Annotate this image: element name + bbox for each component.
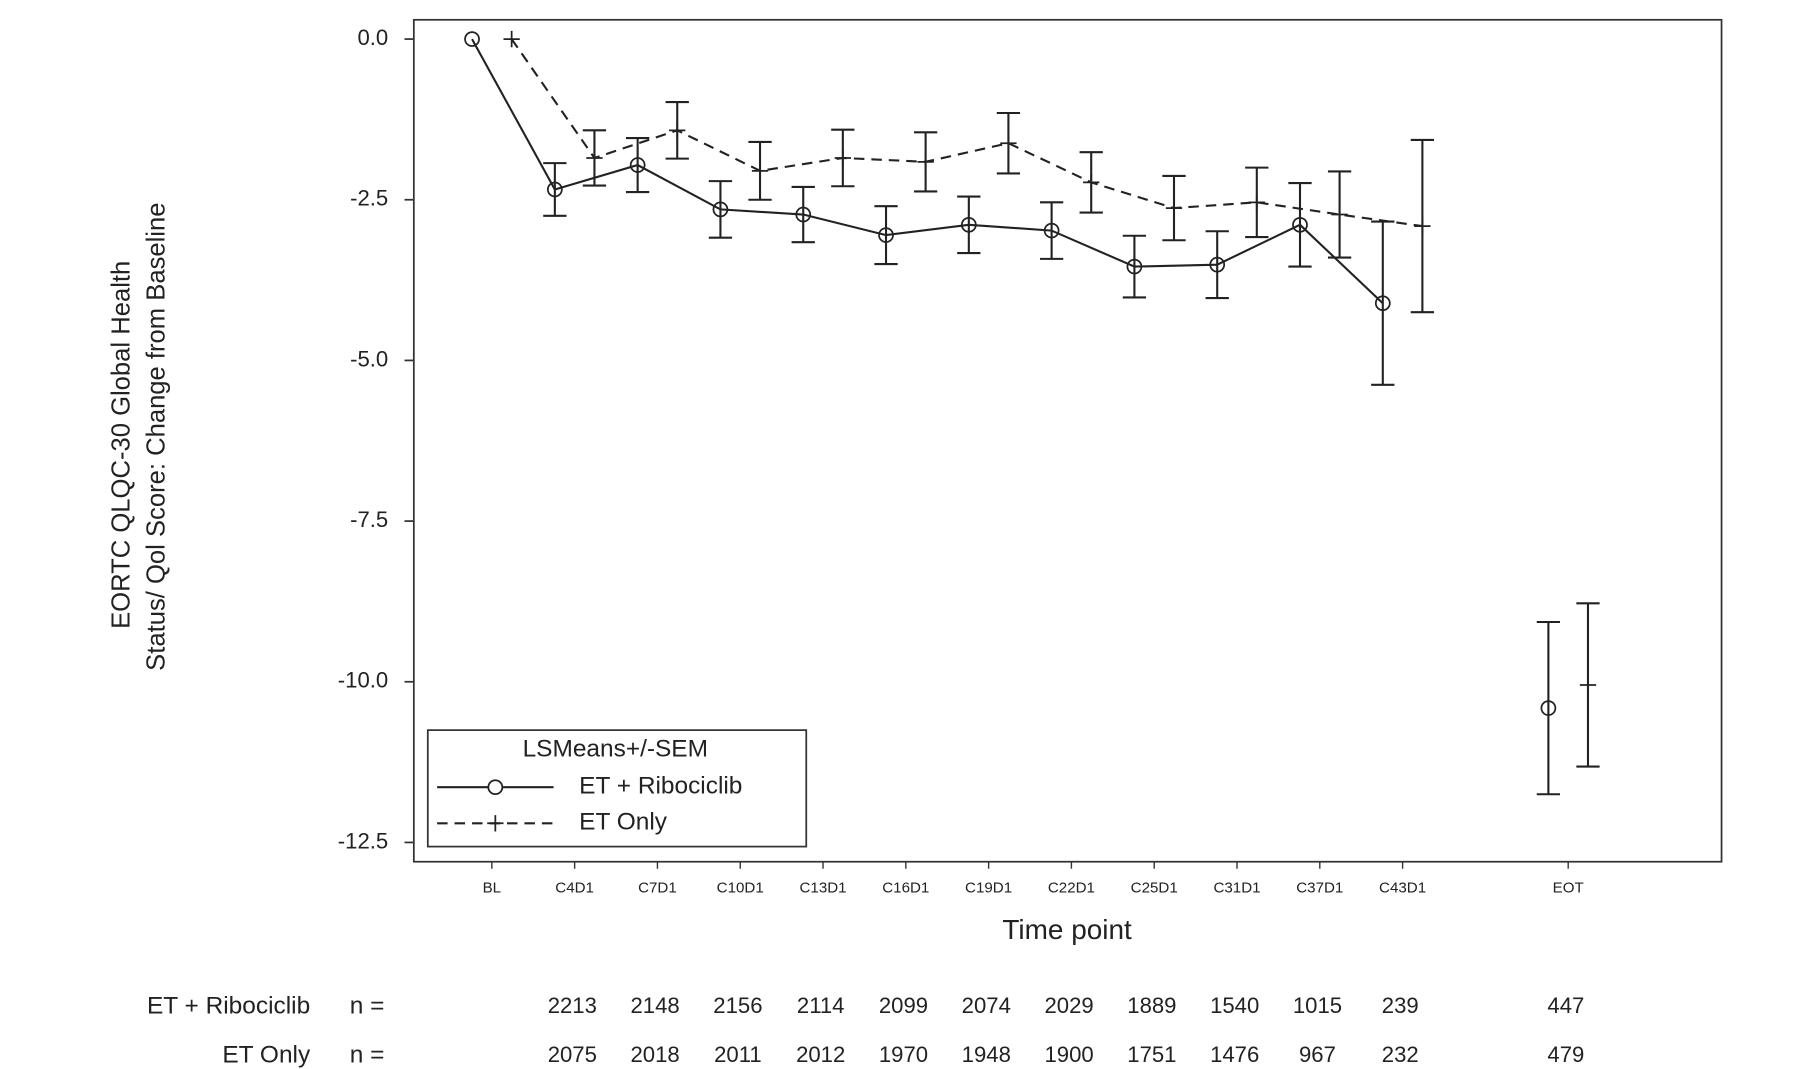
marker [878, 227, 894, 243]
n-count: 1476 [1210, 1042, 1259, 1067]
n-count: 2148 [631, 993, 680, 1018]
n-count: 1889 [1127, 993, 1176, 1018]
error-bar [874, 205, 898, 266]
marker [629, 157, 646, 173]
marker [1126, 258, 1143, 275]
legend-label: ET Only [579, 809, 668, 836]
n-count: 232 [1382, 1042, 1419, 1067]
n-count: 2213 [548, 993, 597, 1018]
n-count: 1948 [962, 1042, 1011, 1067]
marker [1374, 295, 1391, 312]
x-tick-label: C31D1 [1213, 880, 1260, 897]
marker [751, 162, 769, 179]
y-tick-label: -2.5 [350, 186, 388, 211]
marker [834, 149, 851, 167]
n-label: n = [350, 1042, 385, 1069]
x-tick-label: EOT [1553, 880, 1584, 897]
n-count: 2018 [631, 1042, 680, 1067]
error-bar [1122, 234, 1147, 299]
x-tick-label: C19D1 [965, 880, 1012, 897]
marker [586, 149, 603, 167]
y-axis-label: Status/ Qol Score: Change from Baseline [142, 203, 170, 671]
marker [1331, 206, 1348, 223]
n-count: 2029 [1044, 993, 1093, 1018]
x-tick-label: C7D1 [638, 880, 677, 897]
marker [917, 153, 934, 170]
marker [1043, 222, 1060, 239]
marker [503, 30, 520, 48]
n-count: 239 [1382, 993, 1419, 1018]
n-label: n = [350, 993, 385, 1020]
n-count: 967 [1299, 1042, 1336, 1067]
n-count: 2114 [797, 993, 845, 1018]
series-line [512, 39, 1588, 685]
marker [1540, 700, 1557, 716]
error-bar [625, 137, 650, 194]
n-count: 2075 [548, 1042, 597, 1067]
x-axis-label: Time point [1002, 914, 1132, 945]
error-bar [791, 185, 815, 244]
marker [1292, 216, 1308, 233]
x-tick-label: C22D1 [1048, 880, 1095, 897]
error-bar [957, 195, 981, 255]
series-line [472, 39, 1548, 708]
n-count: 1751 [1127, 1042, 1176, 1067]
n-count: 1900 [1044, 1042, 1093, 1067]
error-bar [1205, 230, 1229, 300]
legend-label: ET + Ribociclib [579, 773, 742, 800]
marker [960, 216, 977, 233]
error-bar [1288, 181, 1312, 268]
marker [1579, 676, 1597, 694]
y-tick-label: 0.0 [357, 25, 388, 50]
marker [1248, 194, 1265, 211]
n-count: 1970 [879, 1042, 928, 1067]
x-tick-label: C43D1 [1379, 880, 1426, 897]
error-bar [1039, 201, 1064, 260]
x-tick-label: C37D1 [1296, 880, 1343, 897]
x-tick-label: C13D1 [799, 880, 846, 897]
n-row-label: ET Only [222, 1042, 311, 1069]
marker [1000, 135, 1017, 152]
marker [546, 181, 563, 198]
x-tick-label: C25D1 [1131, 880, 1178, 897]
error-bar [1536, 620, 1561, 796]
n-count: 1540 [1210, 993, 1259, 1018]
error-bar [708, 180, 733, 239]
n-count: 447 [1547, 993, 1584, 1018]
marker [669, 122, 686, 139]
x-tick-label: C16D1 [882, 880, 929, 897]
n-count: 2099 [879, 993, 928, 1018]
x-tick-label: C10D1 [717, 880, 764, 897]
error-bar [1371, 220, 1395, 386]
n-count: 479 [1547, 1042, 1584, 1067]
marker [1209, 256, 1226, 273]
n-count: 2074 [962, 993, 1011, 1018]
y-tick-label: -7.5 [350, 507, 388, 532]
n-count: 2012 [796, 1042, 845, 1067]
marker [1083, 174, 1100, 191]
marker [1165, 199, 1183, 217]
n-count: 1015 [1293, 993, 1342, 1018]
legend-marker [487, 779, 504, 796]
x-tick-label: BL [483, 880, 502, 897]
n-count: 2011 [714, 1042, 762, 1067]
legend-marker [487, 815, 504, 832]
y-axis-label: EORTC QLQC-30 Global Health [107, 261, 135, 629]
x-tick-label: C4D1 [555, 880, 594, 897]
marker [795, 206, 812, 223]
legend-title: LSMeans+/-SEM [523, 735, 708, 762]
y-tick-label: -5.0 [350, 346, 388, 371]
marker [1414, 217, 1431, 235]
y-tick-label: -10.0 [338, 668, 388, 693]
marker [464, 31, 480, 47]
y-tick-label: -12.5 [338, 828, 388, 853]
n-row-label: ET + Ribociclib [147, 993, 310, 1020]
n-count: 2156 [713, 993, 762, 1018]
marker [712, 201, 729, 218]
error-bar [543, 162, 567, 217]
plot-frame [412, 18, 1723, 863]
